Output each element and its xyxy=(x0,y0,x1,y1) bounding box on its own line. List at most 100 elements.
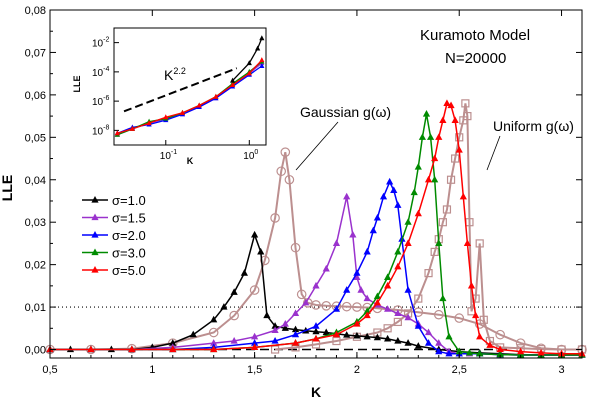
data-point xyxy=(270,345,280,354)
data-point xyxy=(251,332,259,340)
data-point xyxy=(353,331,361,339)
inset-data-point xyxy=(259,35,265,41)
inset-data-point xyxy=(246,60,252,66)
x-axis-title: K xyxy=(311,384,321,400)
inset-x-tick-label: 100 xyxy=(243,149,258,162)
inset-tick-exp: 0 xyxy=(254,149,258,156)
data-point xyxy=(290,242,301,253)
inset-data-point xyxy=(213,93,219,99)
legend-marker xyxy=(91,248,99,256)
inset-y-tick-label: 10-4 xyxy=(92,66,109,79)
data-point xyxy=(446,175,456,184)
data-point xyxy=(352,302,362,312)
data-point xyxy=(353,320,361,327)
data-point xyxy=(459,192,467,200)
series-group xyxy=(46,99,586,357)
data-point xyxy=(455,347,463,355)
data-point xyxy=(486,341,494,348)
data-point xyxy=(363,332,371,340)
data-point xyxy=(476,332,484,340)
legend: σ=1.0 σ=1.5 σ=2.0 σ=3.0 σ=5.0 xyxy=(82,193,146,278)
data-point xyxy=(394,337,402,344)
inset-data-point xyxy=(129,125,135,131)
legend-label: σ=3.0 xyxy=(112,246,146,261)
data-point xyxy=(312,322,320,329)
data-point xyxy=(291,330,300,338)
data-point xyxy=(373,333,381,341)
data-point xyxy=(332,305,341,312)
data-point xyxy=(517,351,525,358)
data-point xyxy=(230,337,238,344)
data-point xyxy=(210,315,218,323)
legend-marker xyxy=(91,231,99,238)
data-point xyxy=(271,322,279,329)
y-axis-title: LLE xyxy=(0,175,15,201)
data-point xyxy=(341,301,352,312)
data-point xyxy=(291,309,300,317)
data-point xyxy=(435,339,443,346)
legend-label: σ=1.5 xyxy=(112,211,146,226)
inset-data-point xyxy=(114,130,120,136)
data-point xyxy=(373,298,381,306)
data-point xyxy=(312,281,320,289)
data-point xyxy=(414,294,423,303)
data-point xyxy=(454,313,465,323)
data-point xyxy=(270,213,280,223)
data-point xyxy=(128,345,136,353)
uniform-annotation: Uniform g(ω) xyxy=(493,118,574,134)
inset-tick-base: 10 xyxy=(92,126,104,137)
y-tick-label: 0,04 xyxy=(25,175,46,187)
data-point xyxy=(463,239,472,247)
data-point xyxy=(465,348,474,356)
data-point xyxy=(455,146,463,153)
inset-x-title: K xyxy=(187,156,194,166)
data-point xyxy=(404,239,412,247)
data-point xyxy=(404,313,412,321)
data-point xyxy=(357,286,365,293)
data-point xyxy=(353,269,361,276)
data-point xyxy=(414,163,422,170)
data-point xyxy=(422,109,431,117)
y-tick-label: 0,01 xyxy=(25,302,46,314)
data-point xyxy=(379,192,388,200)
data-point xyxy=(312,327,320,335)
data-point xyxy=(414,209,422,217)
inset-y-title: LLE xyxy=(72,76,82,93)
inset-tick-exp: -2 xyxy=(103,37,109,44)
data-point xyxy=(251,343,259,350)
y-tick-label: 0,08 xyxy=(25,5,46,17)
inset-data-point xyxy=(196,102,202,108)
data-point xyxy=(280,147,291,157)
data-point xyxy=(302,298,310,306)
gaussian-annotation: Gaussian g(ω) xyxy=(300,104,391,120)
data-point xyxy=(210,345,218,353)
data-point xyxy=(260,255,270,266)
data-point xyxy=(404,218,412,225)
legend-marker xyxy=(91,196,99,203)
inset-data-point xyxy=(255,45,261,51)
data-point xyxy=(291,339,300,346)
data-point xyxy=(390,186,398,193)
data-point xyxy=(463,111,472,121)
y-tick-label: 0,02 xyxy=(25,260,46,272)
y-tick-label: 0,00 xyxy=(25,345,46,357)
data-point xyxy=(271,337,279,344)
data-point xyxy=(169,339,177,346)
inset-trend-exp: 2.2 xyxy=(173,66,186,76)
series-layer xyxy=(45,99,587,358)
data-point xyxy=(384,273,392,280)
inset-y-tick-label: 10-6 xyxy=(92,95,109,108)
data-point xyxy=(363,294,371,302)
data-point xyxy=(291,325,300,333)
data-point xyxy=(349,230,357,238)
inset-y-tick-label: 10-8 xyxy=(92,124,109,137)
data-point xyxy=(404,339,412,346)
data-point xyxy=(438,218,447,227)
data-point xyxy=(332,330,341,338)
data-point xyxy=(451,116,459,123)
y-tick-label: 0,06 xyxy=(25,90,46,102)
data-point xyxy=(394,309,402,317)
data-point xyxy=(312,334,320,342)
